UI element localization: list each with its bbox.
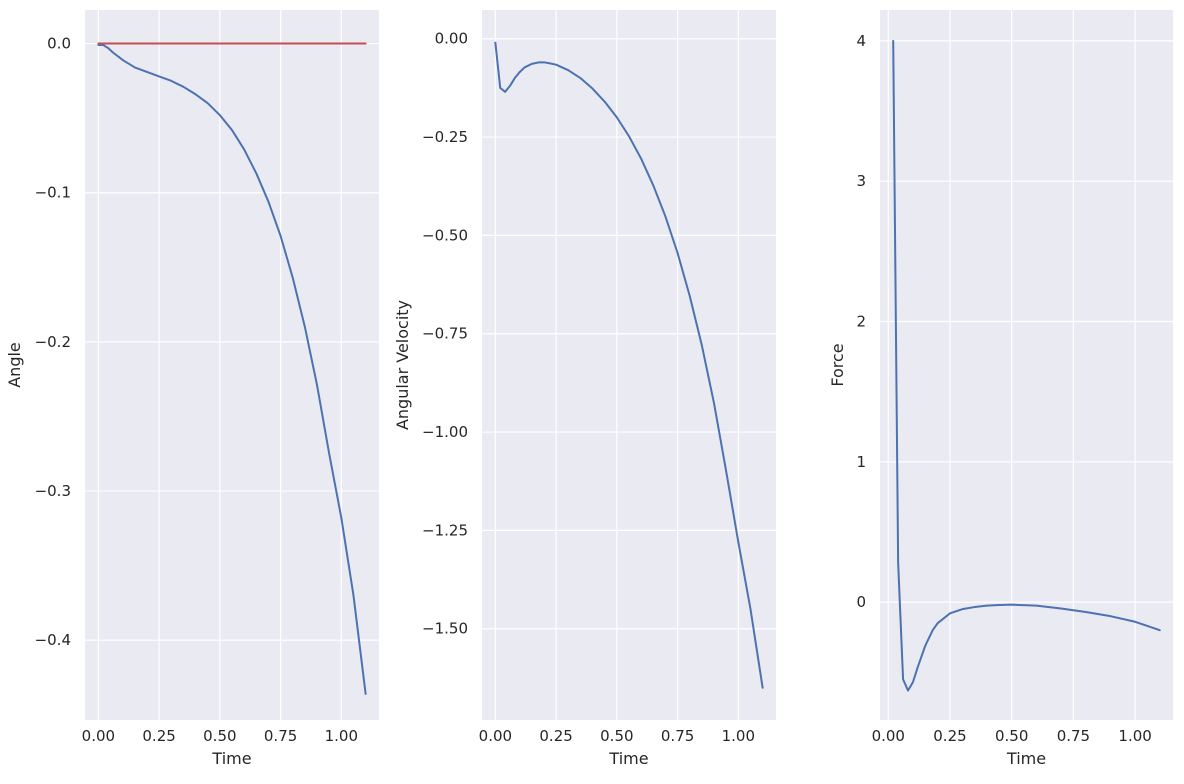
y-tick-label: 0.00 (435, 30, 468, 48)
series-line-1 (494, 41, 764, 689)
x-tick-label: 1.00 (722, 727, 755, 745)
x-tick-label: 1.00 (1118, 727, 1151, 745)
y-axis-label: Force (828, 343, 847, 386)
x-axis-label: Time (608, 749, 648, 768)
y-tick-label: 0.0 (47, 35, 71, 53)
x-tick-label: 0.75 (661, 727, 694, 745)
x-tick-label: 1.00 (325, 727, 358, 745)
x-axis-label: Time (211, 749, 251, 768)
y-tick-label: 3 (856, 172, 866, 190)
y-tick-label: −0.2 (35, 333, 71, 351)
x-tick-label: 0.50 (995, 727, 1028, 745)
subplot-2: 0.00 0.25 0.50 0.75 1.00 0.00 −0.25 −0.50 −0.75 −… (393, 10, 776, 768)
x-tick-label: 0.50 (203, 727, 236, 745)
plot-area-background (85, 10, 379, 720)
y-tick-label: 2 (856, 313, 866, 331)
plot-area-background (482, 10, 776, 720)
y-tick-label: −1.50 (422, 620, 468, 638)
y-tick-label: 0 (856, 593, 866, 611)
subplot-1: 0.00 0.25 0.50 0.75 1.00 0.0 −0.1 −0.2 −0.3 −0.4 T… (5, 10, 379, 768)
plot-area-background (880, 10, 1173, 720)
y-tick-label: 4 (856, 32, 866, 50)
x-tick-label: 0.00 (479, 727, 512, 745)
x-tick-label: 0.25 (539, 727, 572, 745)
y-tick-label: −0.3 (35, 482, 71, 500)
x-tick-label: 0.75 (264, 727, 297, 745)
y-tick-label: −0.50 (422, 226, 468, 244)
x-tick-label: 0.00 (82, 727, 115, 745)
x-tick-label: 0.75 (1057, 727, 1090, 745)
subplot-3: 0.00 0.25 0.50 0.75 1.00 0 1 2 3 4 Time Force (828, 10, 1173, 768)
x-tick-label: 0.00 (872, 727, 905, 745)
y-tick-label: −0.4 (35, 631, 71, 649)
y-axis-label: Angular Velocity (393, 300, 412, 430)
x-tick-label: 0.50 (600, 727, 633, 745)
x-axis-label: Time (1006, 749, 1046, 768)
y-tick-label: −1.25 (422, 521, 468, 539)
y-tick-label: −1.00 (422, 423, 468, 441)
x-tick-label: 0.25 (142, 727, 175, 745)
y-tick-label: −0.25 (422, 128, 468, 146)
series-line-1 (97, 44, 367, 695)
y-axis-label: Angle (5, 342, 24, 388)
y-tick-label: −0.75 (422, 325, 468, 343)
x-tick-label: 0.25 (933, 727, 966, 745)
y-tick-label: −0.1 (35, 184, 71, 202)
y-tick-label: 1 (856, 453, 866, 471)
series-line-1 (892, 39, 1161, 692)
